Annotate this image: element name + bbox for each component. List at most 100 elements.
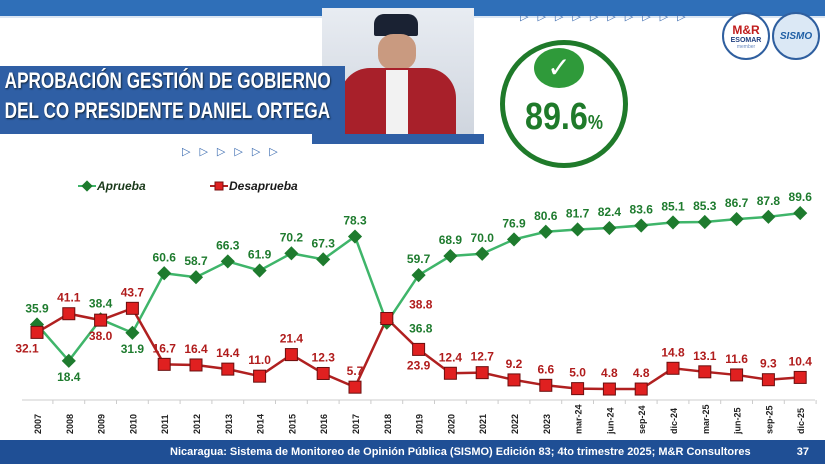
data-label: 11.6: [725, 352, 748, 366]
desaprueba-point: [539, 378, 553, 392]
logo-text: SISMO: [779, 30, 813, 42]
data-label: 38.4: [89, 296, 113, 310]
footer: Nicaragua: Sistema de Monitoreo de Opini…: [0, 440, 825, 464]
data-label: 4.8: [633, 366, 650, 380]
x-tick-label: 2022: [510, 414, 520, 434]
desaprueba-point: [284, 348, 298, 362]
data-label: 23.9: [407, 358, 431, 372]
data-label: 12.7: [471, 350, 495, 364]
x-tick-label: 2018: [383, 414, 393, 434]
series-line-aprueba: [36, 211, 801, 363]
desaprueba-point: [253, 369, 267, 383]
x-tick-label: dic-25: [796, 408, 806, 434]
x-tick-label: jun-25: [733, 407, 743, 435]
sismo-logo: SISMO: [772, 12, 820, 60]
x-tick-label: 2009: [97, 414, 107, 434]
approval-unit: %: [587, 112, 603, 134]
data-label: 67.3: [312, 236, 336, 250]
data-label: 85.1: [661, 199, 685, 213]
x-tick-label: 2008: [65, 414, 75, 434]
x-tick-label: 2023: [542, 414, 552, 434]
legend-desaprueba-marker: [214, 181, 224, 191]
data-label: 13.1: [693, 349, 717, 363]
data-label: 70.2: [280, 230, 304, 244]
aprueba-point: [570, 222, 585, 237]
data-label: 43.7: [121, 285, 145, 299]
data-label: 11.0: [248, 353, 271, 367]
check-icon: ✓: [534, 48, 584, 88]
x-tick-label: mar-25: [701, 404, 711, 434]
aprueba-point: [347, 229, 363, 244]
data-label: 41.1: [57, 291, 81, 305]
source-note: Nicaragua: Sistema de Monitoreo de Opini…: [170, 446, 751, 458]
x-tick-label: 2017: [351, 414, 361, 434]
desaprueba-point: [189, 358, 203, 372]
aprueba-point: [61, 353, 76, 368]
data-label: 14.8: [661, 345, 685, 359]
aprueba-point: [761, 209, 776, 224]
x-tick-label: 2010: [128, 414, 138, 434]
legend-aprueba: Aprueba: [96, 179, 146, 193]
data-label: 21.4: [280, 332, 304, 346]
aprueba-point: [220, 254, 235, 269]
desaprueba-point: [443, 366, 457, 380]
legend: Aprueba Desaprueba: [78, 179, 298, 193]
data-label: 16.7: [153, 341, 177, 355]
approval-value: 89.6%: [516, 96, 611, 139]
desaprueba-point: [507, 373, 521, 387]
x-tick-label: 2013: [224, 414, 234, 434]
desaprueba-point: [157, 357, 171, 371]
data-label: 80.6: [534, 209, 558, 223]
x-tick-label: 2016: [319, 414, 329, 434]
data-label: 6.6: [537, 362, 554, 376]
data-label: 18.4: [57, 370, 81, 384]
title-underbar: [312, 134, 484, 144]
data-label: 60.6: [153, 250, 177, 264]
data-label: 31.9: [121, 342, 145, 356]
x-tick-label: 2019: [415, 414, 425, 434]
data-label: 32.1: [15, 341, 39, 355]
aprueba-point: [506, 232, 522, 247]
x-tick-label: mar-24: [574, 404, 584, 434]
data-label: 38.0: [89, 329, 113, 343]
aprueba-point: [125, 325, 140, 340]
aprueba-point: [252, 263, 267, 278]
legend-desaprueba: Desaprueba: [229, 179, 298, 193]
aprueba-point: [188, 270, 204, 285]
aprueba-point: [284, 246, 299, 261]
data-label: 14.4: [216, 346, 240, 360]
desaprueba-point: [30, 325, 44, 339]
data-label: 89.6: [789, 190, 813, 204]
data-label: 5.0: [569, 366, 586, 380]
desaprueba-point: [634, 382, 648, 396]
data-label: 70.0: [471, 231, 495, 245]
decor-triangles: ▷▷▷▷▷▷▷▷▷▷: [520, 11, 695, 23]
desaprueba-point: [698, 365, 712, 379]
data-label: 87.8: [757, 194, 781, 208]
data-label: 35.9: [25, 302, 49, 316]
aprueba-point: [443, 248, 458, 264]
data-label: 68.9: [439, 233, 463, 247]
aprueba-point: [729, 212, 744, 227]
aprueba-point: [411, 268, 426, 283]
data-label: 85.3: [693, 199, 717, 213]
data-label: 81.7: [566, 206, 590, 220]
aprueba-point: [697, 214, 712, 230]
desaprueba-point: [125, 301, 139, 315]
x-tick-label: 2012: [192, 414, 202, 434]
president-photo: [322, 8, 474, 136]
logo-member: member: [736, 43, 756, 50]
aprueba-point: [634, 218, 649, 233]
data-label: 9.3: [760, 357, 777, 371]
desaprueba-point: [316, 366, 330, 380]
x-tick-label: 2011: [160, 414, 170, 434]
approval-number: 89.6: [524, 96, 588, 138]
aprueba-point: [316, 252, 331, 267]
logo-text: M&R: [732, 22, 760, 37]
data-label: 36.8: [409, 322, 433, 336]
x-tick-label: 2021: [478, 414, 488, 434]
desaprueba-point: [380, 311, 394, 325]
data-label: 83.6: [630, 203, 654, 217]
aprueba-point: [538, 224, 553, 239]
aprueba-point: [602, 220, 617, 236]
